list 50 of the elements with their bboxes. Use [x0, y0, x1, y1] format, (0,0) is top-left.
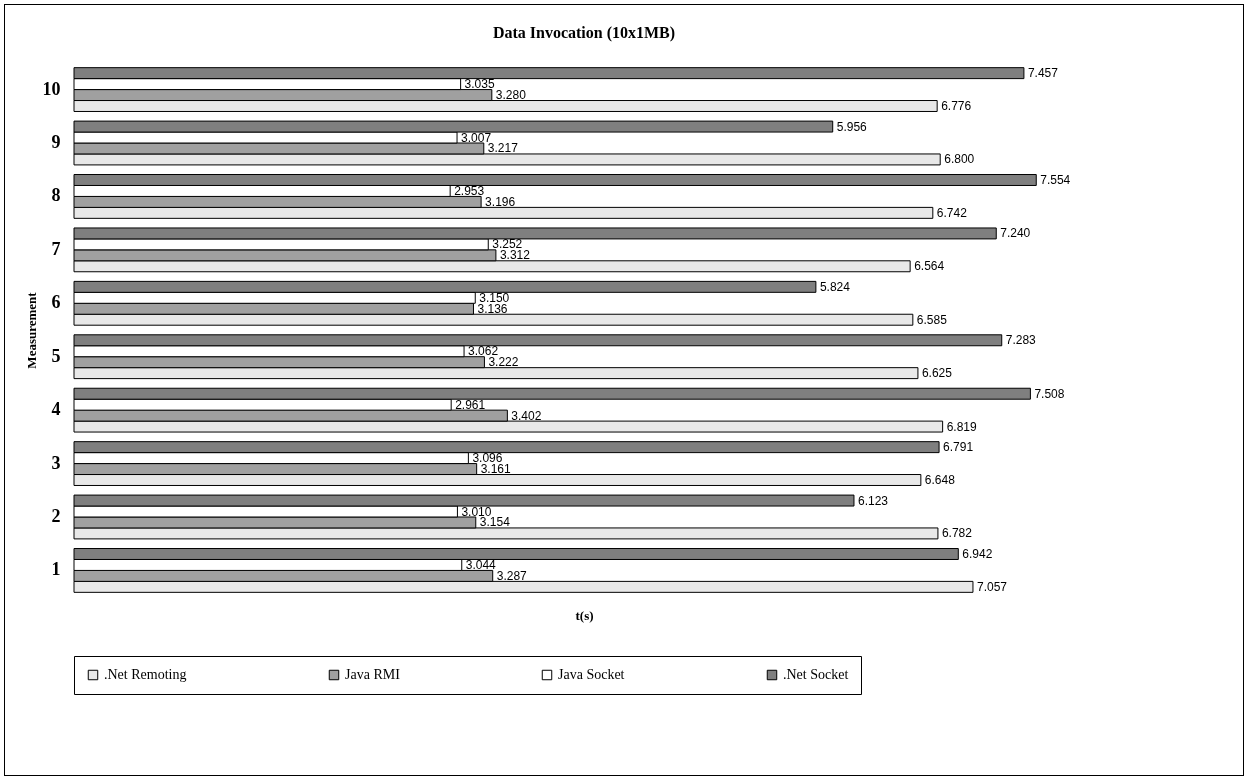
- data-label: 3.161: [480, 462, 512, 477]
- legend-label: Java RMI: [345, 667, 401, 682]
- data-label: 7.283: [1005, 333, 1037, 348]
- data-label: 6.625: [921, 366, 953, 381]
- data-label: 2.961: [455, 397, 486, 412]
- data-label: 6.800: [944, 152, 975, 167]
- data-label: 7.554: [1040, 173, 1071, 187]
- y-tick-label: 7: [51, 238, 61, 259]
- data-label: 5.956: [836, 119, 868, 134]
- data-label: 3.287: [496, 568, 528, 583]
- y-tick-label: 10: [42, 78, 61, 99]
- data-label: 3.196: [485, 194, 516, 209]
- data-label: 3.035: [464, 77, 495, 92]
- data-label: 3.402: [511, 408, 542, 423]
- chart-title: Data Invocation (10x1MB): [492, 24, 676, 42]
- data-label: 3.154: [479, 515, 511, 530]
- y-tick-label: 6: [51, 292, 61, 313]
- legend-label: .Net Socket: [783, 667, 849, 682]
- data-label: 3.222: [488, 355, 519, 370]
- x-axis-title: t(s): [575, 607, 594, 623]
- data-label: 6.742: [936, 205, 968, 220]
- data-label: 3.217: [487, 141, 519, 156]
- data-label: 6.942: [962, 546, 993, 561]
- y-tick-label: 4: [51, 399, 61, 420]
- data-label: 6.791: [943, 440, 974, 455]
- data-label: 3.044: [465, 557, 497, 572]
- data-label: 3.312: [499, 248, 531, 263]
- legend-label: .Net Remoting: [104, 667, 187, 682]
- data-label: 6.564: [914, 259, 945, 274]
- y-tick-label: 8: [51, 185, 61, 206]
- data-label: 7.240: [1000, 226, 1031, 241]
- data-label: 6.123: [857, 493, 889, 508]
- legend-label: Java Socket: [558, 667, 625, 682]
- y-tick-label: 3: [51, 452, 61, 473]
- y-tick-label: 1: [51, 559, 61, 580]
- y-tick-label: 2: [51, 506, 61, 526]
- data-label: 6.585: [916, 312, 948, 327]
- data-label: 7.508: [1034, 386, 1065, 401]
- data-label: 2.953: [454, 183, 485, 198]
- data-label: 6.776: [941, 99, 972, 114]
- data-label: 7.457: [1027, 66, 1059, 81]
- y-tick-label: 5: [51, 345, 61, 366]
- data-label: 5.824: [819, 279, 851, 294]
- data-label: 6.648: [924, 473, 956, 487]
- y-axis-title: Measurement: [23, 291, 39, 369]
- data-label: 6.819: [946, 419, 977, 434]
- y-tick-label: 9: [51, 132, 61, 152]
- data-label: 7.057: [976, 579, 1008, 594]
- data-label: 3.280: [495, 88, 527, 103]
- data-label: 6.782: [941, 526, 973, 541]
